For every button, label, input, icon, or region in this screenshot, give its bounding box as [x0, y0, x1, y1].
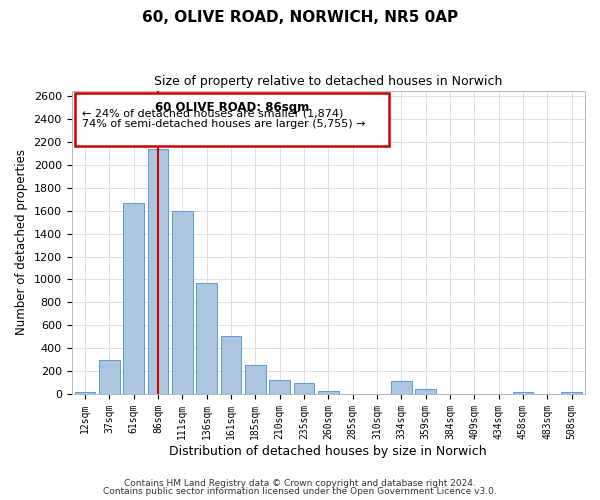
Y-axis label: Number of detached properties: Number of detached properties: [15, 150, 28, 336]
Bar: [415, 389, 436, 394]
Bar: [99, 360, 119, 394]
Title: Size of property relative to detached houses in Norwich: Size of property relative to detached ho…: [154, 75, 502, 88]
X-axis label: Distribution of detached houses by size in Norwich: Distribution of detached houses by size …: [169, 444, 487, 458]
Text: ← 24% of detached houses are smaller (1,874): ← 24% of detached houses are smaller (1,…: [82, 109, 344, 119]
Text: 60 OLIVE ROAD: 86sqm: 60 OLIVE ROAD: 86sqm: [155, 101, 309, 114]
Bar: [148, 149, 168, 394]
Bar: [391, 381, 412, 394]
Bar: [245, 365, 266, 394]
Text: Contains public sector information licensed under the Open Government Licence v3: Contains public sector information licen…: [103, 487, 497, 496]
Bar: [172, 211, 193, 394]
Bar: [196, 283, 217, 394]
Bar: [123, 203, 144, 394]
Bar: [269, 380, 290, 394]
Bar: [561, 392, 582, 394]
Bar: [221, 336, 241, 394]
Text: 74% of semi-detached houses are larger (5,755) →: 74% of semi-detached houses are larger (…: [82, 119, 366, 129]
Bar: [318, 390, 338, 394]
Text: 60, OLIVE ROAD, NORWICH, NR5 0AP: 60, OLIVE ROAD, NORWICH, NR5 0AP: [142, 10, 458, 25]
Bar: [293, 382, 314, 394]
Bar: [74, 392, 95, 394]
Bar: [75, 93, 389, 146]
Bar: [512, 392, 533, 394]
Text: Contains HM Land Registry data © Crown copyright and database right 2024.: Contains HM Land Registry data © Crown c…: [124, 478, 476, 488]
